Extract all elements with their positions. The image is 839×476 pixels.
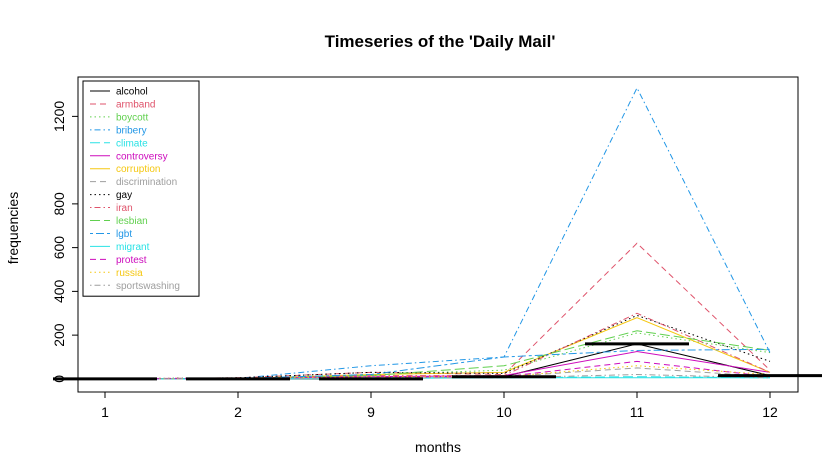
series-line-gay [104, 314, 771, 380]
legend-label: lesbian [116, 216, 148, 227]
series-line-sportswashing [105, 373, 771, 380]
y-tick-label: 200 [51, 323, 67, 347]
chart-title: Timeseries of the 'Daily Mail' [325, 32, 556, 51]
y-tick-label: 800 [51, 192, 67, 216]
legend-label: iran [116, 203, 133, 214]
y-tick-label: 0 [51, 375, 67, 383]
legend-label: controversy [116, 151, 168, 162]
series-line-lesbian [104, 330, 771, 380]
series-line-climate [105, 376, 771, 380]
x-tick-label: 11 [630, 404, 645, 420]
x-tick-label: 1 [101, 404, 109, 420]
y-axis: 0 200 400 600 800 1200 [51, 101, 79, 383]
x-axis-title: months [415, 439, 461, 455]
x-tick-label: 2 [234, 404, 242, 420]
series-line-iran [104, 312, 771, 380]
series-layer [53, 86, 822, 381]
legend-label: lgbt [116, 229, 132, 240]
y-tick-label: 400 [51, 279, 67, 303]
legend-label: bribery [116, 125, 147, 136]
series-line-lgbt [104, 348, 771, 380]
legend-label: alcohol [116, 87, 148, 98]
x-tick-label: 12 [762, 404, 778, 420]
x-axis: 1 2 9 10 11 12 [101, 391, 778, 420]
legend-label: discrimination [116, 177, 177, 188]
series-line-armband [104, 242, 771, 380]
legend-label: migrant [116, 242, 150, 253]
legend-box [82, 80, 200, 297]
legend-label: gay [116, 190, 132, 201]
series-line-boycott [104, 332, 771, 380]
x-tick-label: 9 [367, 404, 375, 420]
series-line-controversy [104, 351, 771, 380]
y-tick-label: 600 [51, 236, 67, 260]
legend-label: sportswashing [116, 281, 180, 292]
legend-label: corruption [116, 164, 160, 175]
y-tick-label: 1200 [51, 101, 67, 132]
series-line-russia [104, 365, 771, 380]
legend-label: climate [116, 138, 148, 149]
legend-label: protest [116, 255, 147, 266]
y-axis-title: frequencies [5, 192, 21, 264]
legend-label: boycott [116, 112, 148, 123]
series-line-bribery [104, 86, 771, 380]
x-tick-label: 10 [496, 404, 512, 420]
legend-label: russia [116, 268, 143, 279]
legend-label: armband [116, 99, 155, 110]
